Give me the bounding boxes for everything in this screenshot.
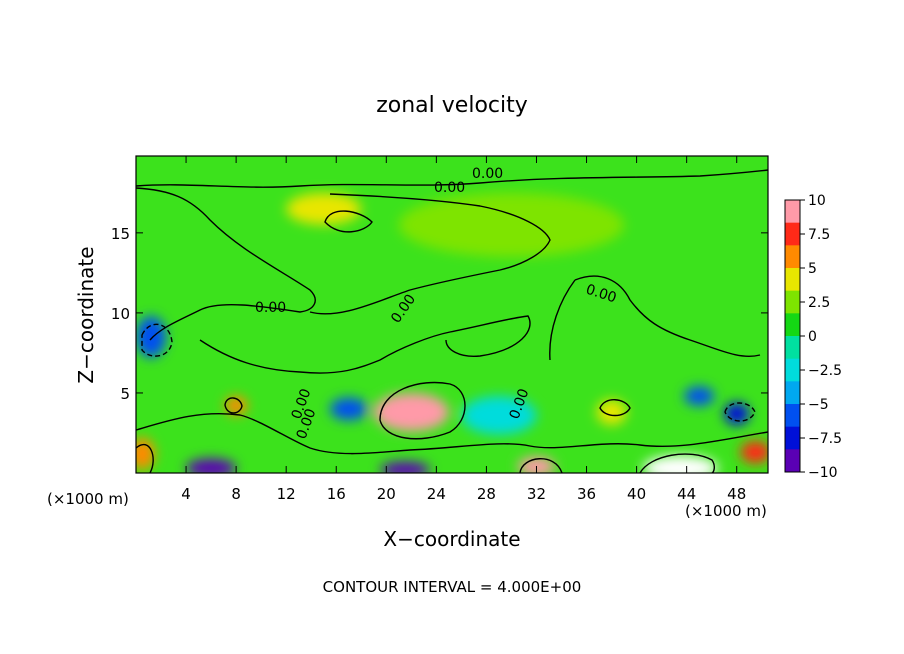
contour-upper-lobe — [136, 187, 316, 341]
x-tick-label: 32 — [527, 485, 546, 503]
contour-right-mass — [549, 275, 761, 361]
contour-blob-38 — [599, 399, 631, 417]
heatmap-feature — [186, 458, 237, 473]
heatmap-feature — [724, 402, 750, 425]
contour-blob-32 — [519, 458, 563, 473]
y-tick-label: 5 — [120, 385, 130, 403]
contour-blob-left — [136, 444, 154, 473]
contour-negative-48 — [724, 402, 756, 422]
heatmap-feature — [136, 437, 155, 470]
plot-frame — [135, 155, 769, 474]
x-axis: 4 8 12 16 20 24 28 32 36 40 44 48 — [181, 156, 746, 503]
colorbar-swatch — [785, 381, 800, 405]
x-tick-label: 20 — [377, 485, 396, 503]
heatmap-feature — [373, 392, 449, 432]
x-tick-label: 16 — [327, 485, 346, 503]
x-tick-label: 8 — [231, 485, 241, 503]
colorbar-swatch — [785, 290, 800, 314]
x-tick-label: 44 — [677, 485, 696, 503]
heatmap-field — [136, 192, 768, 473]
colorbar-swatch — [785, 358, 800, 382]
y-tick-label: 10 — [111, 305, 130, 323]
contour-lines — [136, 169, 768, 473]
x-tick-label: 40 — [627, 485, 646, 503]
contour-label: 0.00 — [434, 180, 465, 196]
colorbar-swatch — [785, 222, 800, 246]
colorbar-swatch — [785, 404, 800, 428]
plot-area: 0.00 0.00 0.00 0.00 0.00 0.00 0.00 0.00 … — [111, 155, 769, 503]
colorbar-swatch — [785, 268, 800, 292]
contour-ellipse-mid — [379, 381, 466, 440]
colorbar-swatch — [785, 200, 800, 224]
colorbar-tick-label: 0 — [808, 329, 817, 345]
contour-label: 0.00 — [472, 166, 503, 182]
heatmap-feature — [740, 440, 768, 464]
contour-label: 0.00 — [255, 300, 286, 316]
heatmap-feature — [596, 399, 627, 425]
colorbar-swatch — [785, 426, 800, 450]
x-tick-label: 28 — [477, 485, 496, 503]
colorbar-tick-label: 2.5 — [808, 295, 830, 311]
contour-top — [136, 169, 768, 188]
colorbar-swatch — [785, 313, 800, 337]
x-tick-label: 24 — [427, 485, 446, 503]
contour-diagonal — [309, 193, 551, 315]
heatmap-feature — [684, 386, 715, 406]
heatmap-feature — [329, 397, 368, 421]
colorbar: 10 7.5 5 2.5 0 −2.5 −5 −7.5 −10 — [784, 193, 842, 481]
y-axis-label: Z−coordinate — [74, 246, 98, 383]
colorbar-tick-label: −2.5 — [808, 363, 842, 379]
contour-blob-44 — [639, 453, 715, 473]
y-tick-label: 15 — [111, 225, 130, 243]
heatmap-feature — [461, 396, 537, 435]
x-tick-label: 36 — [577, 485, 596, 503]
heatmap-feature — [398, 192, 625, 257]
colorbar-tick-label: −10 — [808, 465, 838, 481]
x-tick-label: 48 — [727, 485, 746, 503]
x-axis-label: X−coordinate — [383, 527, 520, 551]
chart-title: zonal velocity — [376, 93, 528, 118]
heatmap-feature — [286, 192, 362, 225]
colorbar-tick-label: 7.5 — [808, 227, 830, 243]
colorbar-swatch — [785, 336, 800, 360]
y-axis: 5 10 15 — [111, 225, 768, 403]
heatmap-feature — [642, 455, 718, 473]
x-unit-left: (×1000 m) — [47, 490, 129, 508]
contour-blob-8 — [224, 397, 243, 414]
x-tick-label: 4 — [181, 485, 191, 503]
colorbar-swatch — [785, 449, 800, 473]
colorbar-tick-label: 10 — [808, 193, 826, 209]
colorbar-tick-label: −5 — [808, 397, 829, 413]
heatmap-feature — [380, 461, 431, 473]
colorbar-tick-label: 5 — [808, 261, 817, 277]
colorbar-swatch — [785, 245, 800, 269]
heatmap-feature — [224, 396, 248, 416]
x-tick-label: 12 — [277, 485, 296, 503]
contour-interval-note: CONTOUR INTERVAL = 4.000E+00 — [323, 578, 582, 596]
heatmap-feature — [517, 456, 556, 473]
heatmap-feature — [136, 316, 167, 358]
contour-lower — [136, 412, 768, 455]
contour-mid — [199, 315, 531, 374]
contour-negative-left — [141, 323, 173, 357]
contour-blob-16 — [324, 210, 373, 233]
colorbar-tick-label: −7.5 — [808, 431, 842, 447]
x-unit-right: (×1000 m) — [685, 502, 767, 520]
